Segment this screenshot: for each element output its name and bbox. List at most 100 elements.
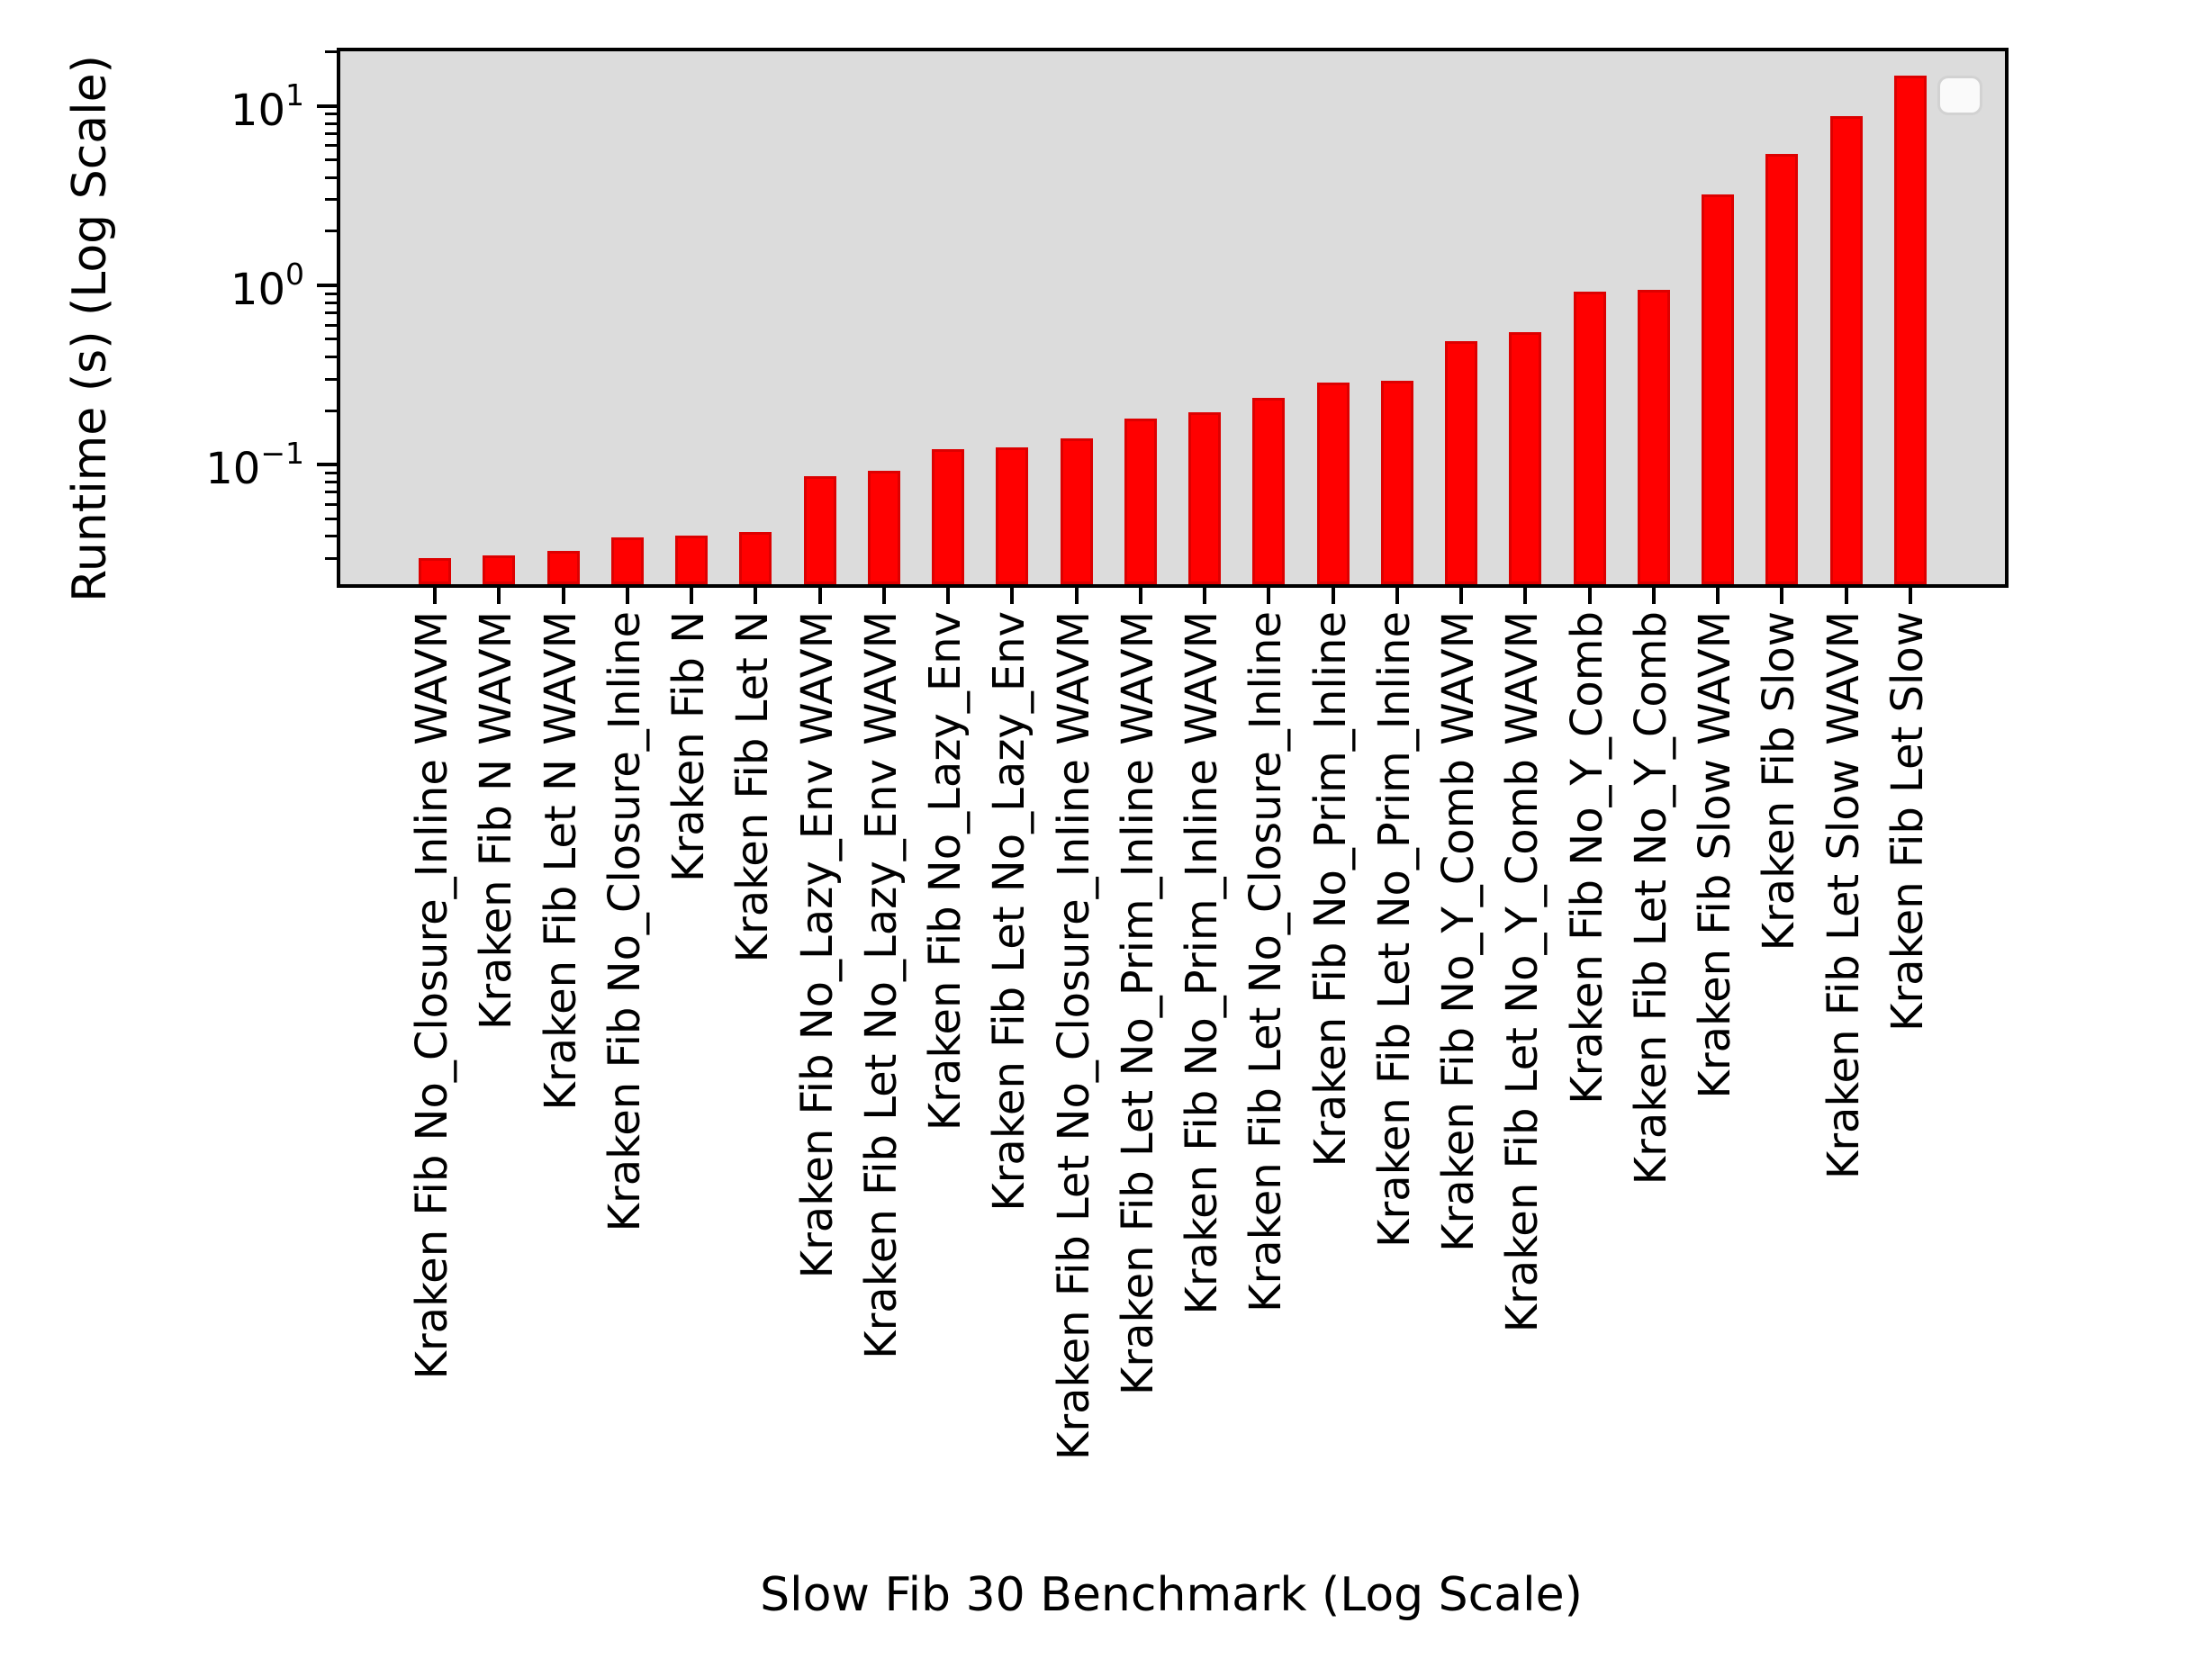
x-tick-label: Kraken Fib Slow bbox=[1754, 611, 1805, 951]
x-major-tick bbox=[754, 584, 758, 604]
x-tick-label: Kraken Fib Let No_Closure_Inline WAVM bbox=[1048, 611, 1099, 1461]
x-major-tick bbox=[1844, 584, 1848, 604]
x-major-tick bbox=[497, 584, 501, 604]
y-minor-tick bbox=[325, 409, 337, 412]
y-major-tick bbox=[317, 283, 337, 287]
x-major-tick bbox=[881, 584, 886, 604]
y-minor-tick bbox=[325, 323, 337, 327]
x-major-tick bbox=[690, 584, 694, 604]
bar-19 bbox=[1573, 292, 1606, 584]
x-tick-label: Kraken Fib Slow WAVM bbox=[1690, 611, 1741, 1099]
x-major-tick bbox=[1010, 584, 1015, 604]
x-tick-label: Kraken Fib N WAVM bbox=[471, 611, 522, 1031]
bar-5 bbox=[675, 536, 709, 584]
y-minor-tick bbox=[325, 132, 337, 136]
y-minor-tick bbox=[325, 113, 337, 116]
bar-8 bbox=[867, 471, 900, 584]
bar-11 bbox=[1060, 437, 1093, 584]
x-major-tick bbox=[1267, 584, 1271, 604]
bar-17 bbox=[1445, 340, 1478, 584]
y-minor-tick bbox=[325, 176, 337, 179]
x-major-tick bbox=[817, 584, 822, 604]
x-major-tick bbox=[946, 584, 951, 604]
bar-7 bbox=[803, 476, 836, 584]
y-tick-label: 100 bbox=[230, 256, 304, 315]
bar-6 bbox=[739, 532, 772, 584]
bar-20 bbox=[1637, 290, 1670, 584]
x-tick-label: Kraken Fib No_Prim_Inline WAVM bbox=[1177, 611, 1228, 1315]
y-minor-tick bbox=[325, 50, 337, 54]
bar-15 bbox=[1316, 383, 1350, 584]
x-tick-label: Kraken Fib N bbox=[664, 611, 715, 883]
y-minor-tick bbox=[325, 338, 337, 341]
y-tick-label: 101 bbox=[230, 77, 304, 136]
x-major-tick bbox=[625, 584, 629, 604]
x-tick-label: Kraken Fib No_Lazy_Env WAVM bbox=[791, 611, 843, 1279]
x-major-tick bbox=[1780, 584, 1784, 604]
y-minor-tick bbox=[325, 301, 337, 304]
bar-21 bbox=[1702, 194, 1735, 584]
y-minor-tick bbox=[325, 534, 337, 537]
bar-16 bbox=[1380, 380, 1413, 584]
y-minor-tick bbox=[325, 198, 337, 202]
plot-area bbox=[337, 48, 2009, 588]
x-major-tick bbox=[1074, 584, 1079, 604]
bar-9 bbox=[932, 448, 965, 584]
bar-22 bbox=[1765, 154, 1799, 584]
x-major-tick bbox=[1909, 584, 1912, 604]
y-tick-label: 10−1 bbox=[205, 436, 304, 495]
x-major-tick bbox=[1203, 584, 1207, 604]
x-tick-label: Kraken Fib Let Slow bbox=[1882, 611, 1933, 1032]
legend-box bbox=[1937, 76, 1982, 115]
bar-10 bbox=[996, 447, 1029, 584]
bar-14 bbox=[1252, 398, 1286, 584]
bar-24 bbox=[1894, 75, 1927, 584]
y-axis-label: Runtime (s) (Log Scale) bbox=[63, 55, 117, 602]
bar-12 bbox=[1124, 419, 1157, 584]
x-major-tick bbox=[1651, 584, 1656, 604]
y-minor-tick bbox=[325, 122, 337, 125]
x-tick-label: Kraken Fib No_Closure_Inline WAVM bbox=[407, 611, 457, 1380]
x-tick-label: Kraken Fib Let No_Prim_Inline bbox=[1368, 611, 1420, 1249]
x-tick-label: Kraken Fib Let Slow WAVM bbox=[1818, 611, 1869, 1180]
x-major-tick bbox=[1331, 584, 1335, 604]
x-tick-label: Kraken Fib No_Prim_Inline bbox=[1305, 611, 1356, 1168]
x-tick-label: Kraken Fib No_Lazy_Env bbox=[920, 611, 971, 1132]
bar-4 bbox=[610, 537, 644, 584]
x-tick-label: Kraken Fib Let N WAVM bbox=[535, 611, 586, 1111]
y-minor-tick bbox=[325, 292, 337, 295]
x-axis-label: Slow Fib 30 Benchmark (Log Scale) bbox=[760, 1568, 1583, 1622]
x-tick-label: Kraken Fib No_Y_Comb WAVM bbox=[1433, 611, 1485, 1252]
x-tick-label: Kraken Fib Let No_Lazy_Env WAVM bbox=[855, 611, 907, 1359]
bar-13 bbox=[1188, 412, 1222, 584]
bar-18 bbox=[1509, 331, 1542, 584]
x-major-tick bbox=[1395, 584, 1399, 604]
y-minor-tick bbox=[325, 377, 337, 381]
y-minor-tick bbox=[325, 355, 337, 358]
x-tick-label: Kraken Fib No_Closure_Inline bbox=[599, 611, 650, 1232]
y-minor-tick bbox=[325, 144, 337, 148]
x-major-tick bbox=[1523, 584, 1528, 604]
x-major-tick bbox=[1459, 584, 1464, 604]
x-tick-label: Kraken Fib Let No_Y_Comb bbox=[1625, 611, 1676, 1186]
y-minor-tick bbox=[325, 230, 337, 233]
y-minor-tick bbox=[325, 158, 337, 162]
y-minor-tick bbox=[325, 502, 337, 506]
y-minor-tick bbox=[325, 480, 337, 483]
bar-3 bbox=[546, 550, 580, 584]
x-tick-label: Kraken Fib No_Y_Comb bbox=[1561, 611, 1612, 1104]
x-major-tick bbox=[1587, 584, 1592, 604]
y-minor-tick bbox=[325, 311, 337, 315]
x-major-tick bbox=[1716, 584, 1720, 604]
x-tick-label: Kraken Fib Let No_Lazy_Env bbox=[984, 611, 1035, 1212]
x-tick-label: Kraken Fib Let No_Prim_Inline WAVM bbox=[1112, 611, 1163, 1396]
x-major-tick bbox=[1138, 584, 1142, 604]
y-minor-tick bbox=[325, 491, 337, 494]
x-tick-label: Kraken Fib Let No_Y_Comb WAVM bbox=[1497, 611, 1548, 1333]
bar-1 bbox=[419, 558, 451, 584]
y-major-tick bbox=[317, 104, 337, 108]
y-minor-tick bbox=[325, 471, 337, 474]
y-major-tick bbox=[317, 463, 337, 467]
x-tick-label: Kraken Fib Let N bbox=[727, 611, 779, 963]
